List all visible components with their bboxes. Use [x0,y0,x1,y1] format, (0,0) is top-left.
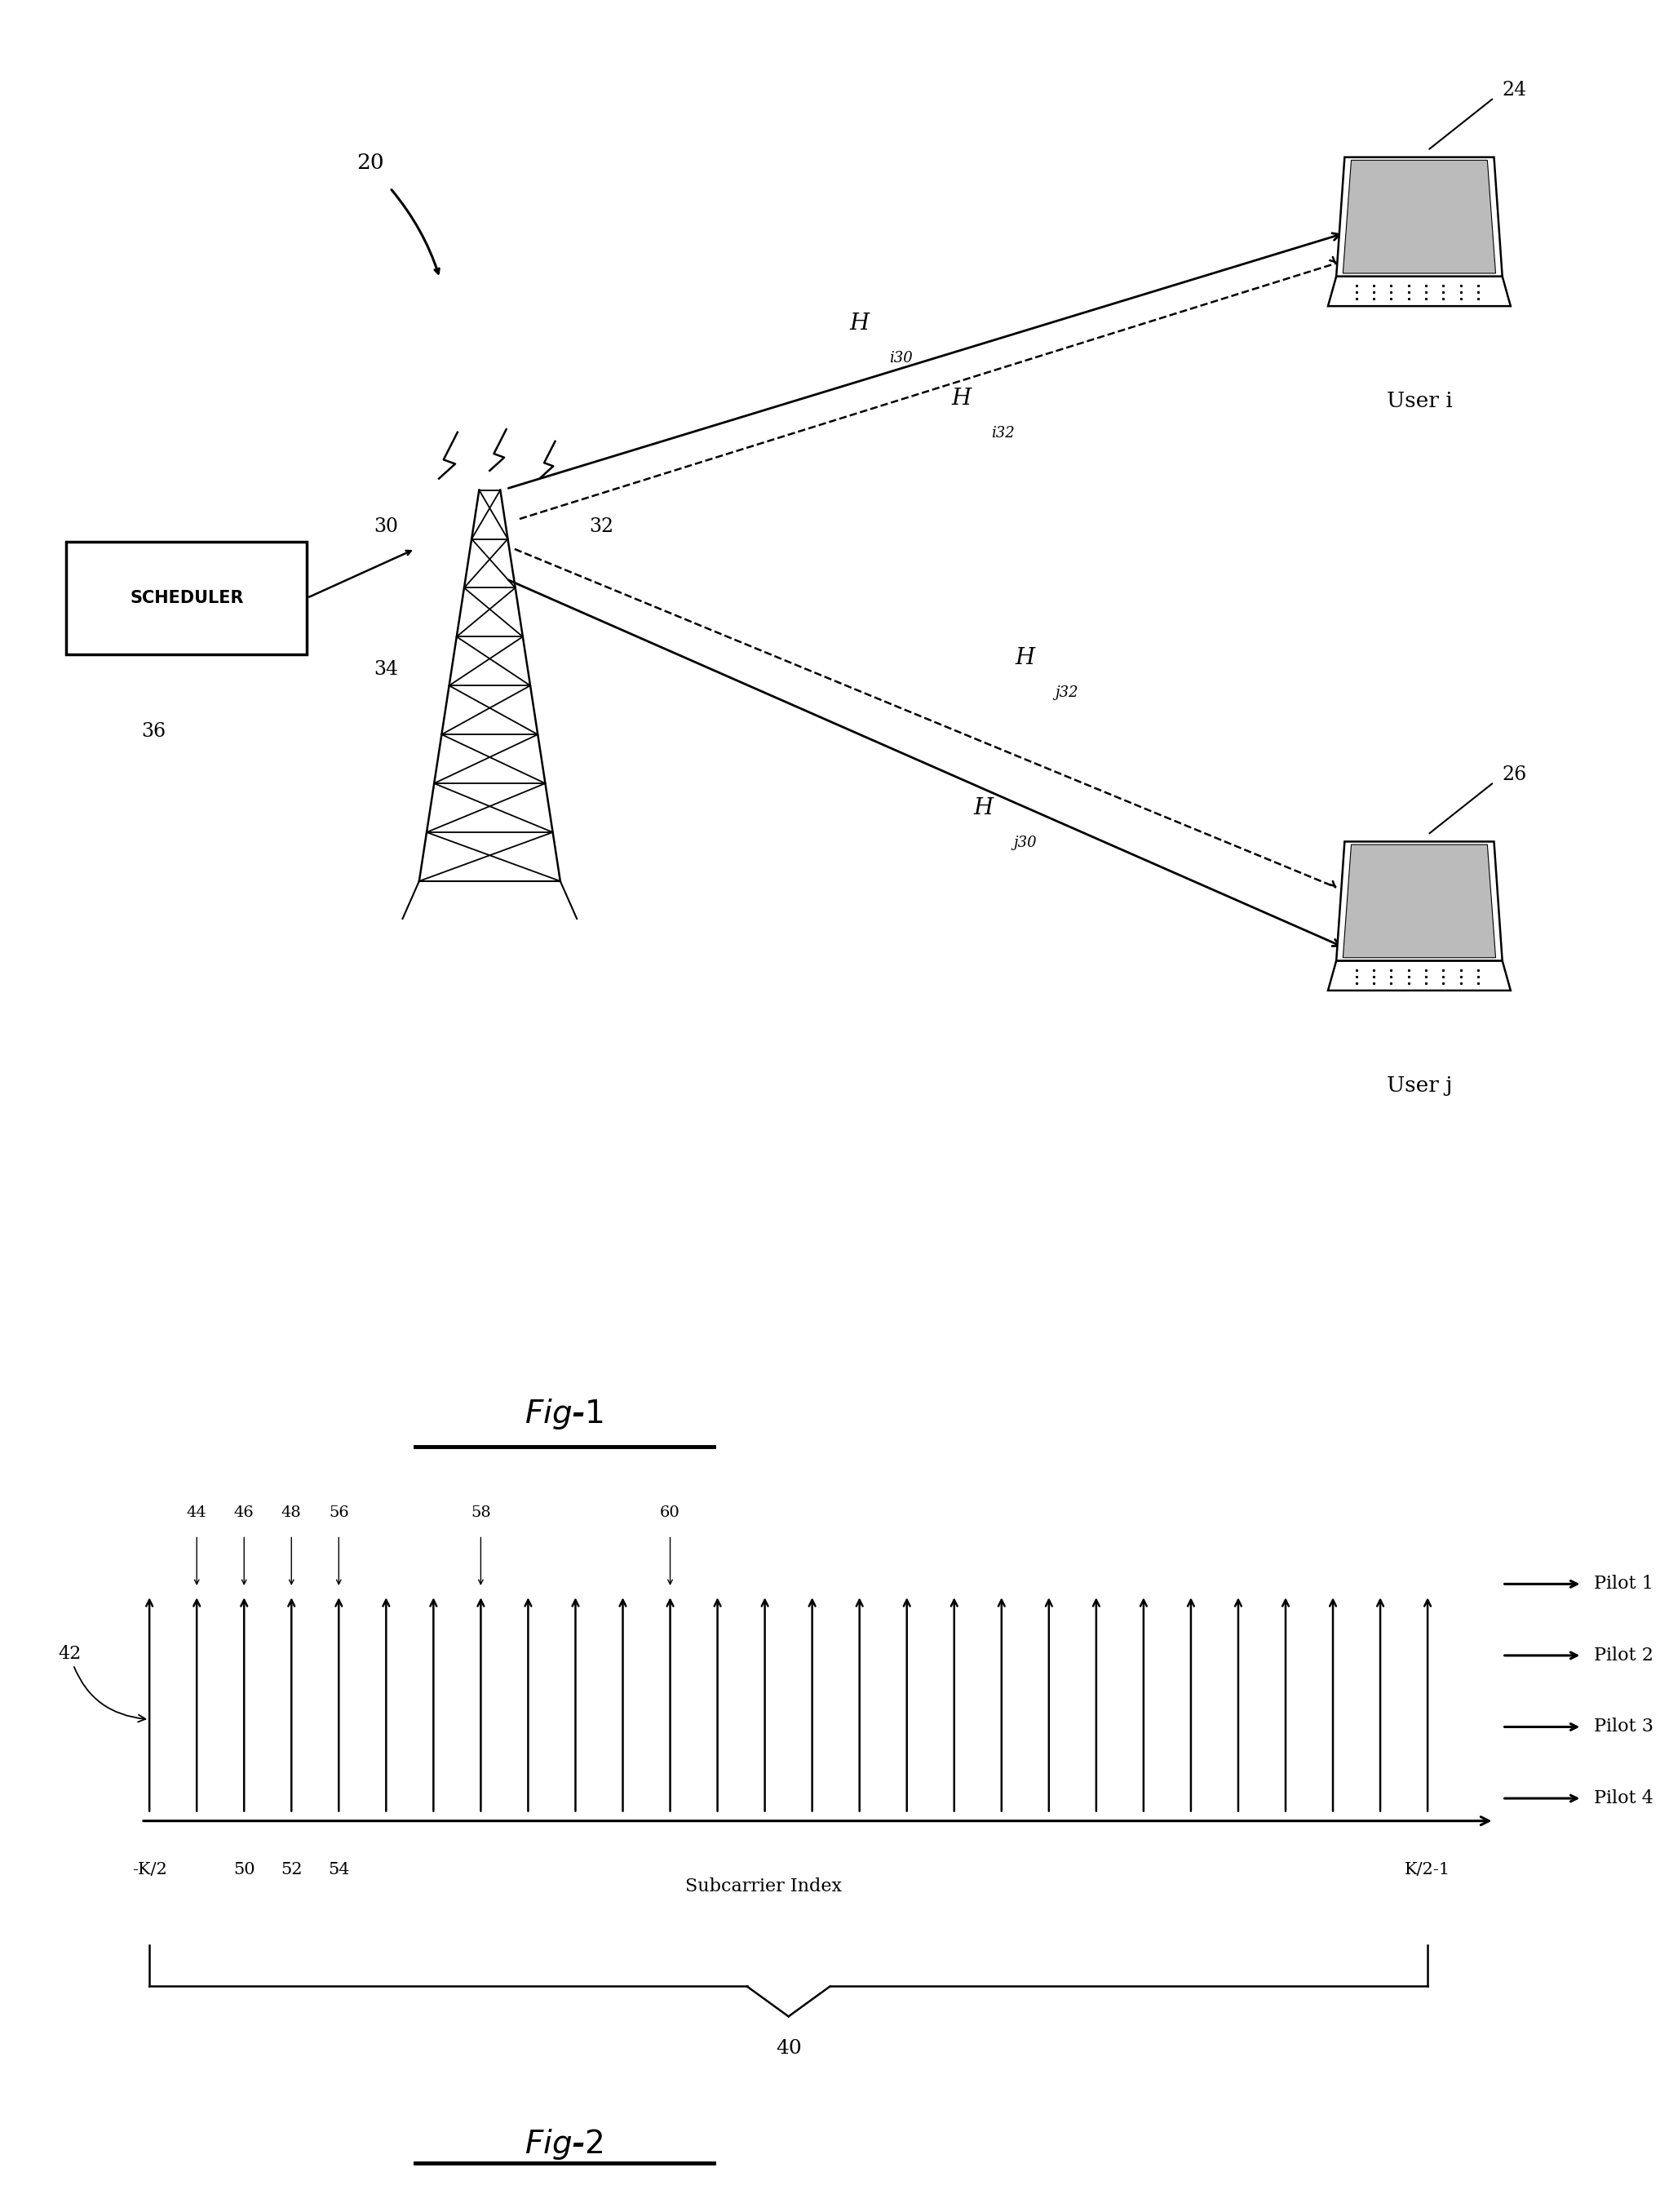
Text: H: H [974,799,993,818]
Text: H: H [850,312,868,334]
FancyBboxPatch shape [66,542,307,655]
Text: Pilot 2: Pilot 2 [1594,1646,1653,1663]
Text: 52: 52 [281,1863,302,1878]
Text: 44: 44 [186,1506,208,1520]
Text: $\mathit{Fig}$-$2$: $\mathit{Fig}$-$2$ [525,2128,604,2161]
Text: 36: 36 [141,721,166,741]
Text: 40: 40 [775,2039,802,2057]
Polygon shape [1336,157,1502,276]
Text: i32: i32 [991,425,1014,440]
Text: 50: 50 [232,1863,256,1878]
Text: User i: User i [1386,392,1452,411]
Text: Pilot 4: Pilot 4 [1594,1790,1653,1807]
Text: User j: User j [1386,1075,1452,1095]
Text: SCHEDULER: SCHEDULER [129,591,244,606]
Text: H: H [951,387,971,409]
Text: 20: 20 [357,153,385,173]
Text: 32: 32 [589,518,614,535]
Text: 58: 58 [471,1506,491,1520]
Text: 42: 42 [58,1644,146,1721]
Text: 34: 34 [374,659,398,679]
Polygon shape [1343,159,1496,274]
Text: Pilot 1: Pilot 1 [1594,1575,1653,1593]
Text: 56: 56 [329,1506,349,1520]
Text: 46: 46 [234,1506,254,1520]
Text: 26: 26 [1502,765,1527,783]
Text: 24: 24 [1502,82,1527,100]
Text: -K/2: -K/2 [131,1863,168,1878]
Polygon shape [1343,845,1496,958]
Text: j32: j32 [1056,686,1079,699]
Text: j30: j30 [1014,836,1038,849]
Text: K/2-1: K/2-1 [1404,1863,1451,1878]
Polygon shape [1328,960,1511,991]
Text: $\mathit{Fig}$-$1$: $\mathit{Fig}$-$1$ [525,1396,604,1431]
Text: 30: 30 [374,518,398,535]
Text: i30: i30 [890,349,913,365]
Text: Pilot 3: Pilot 3 [1594,1719,1653,1736]
Polygon shape [1328,276,1511,305]
Text: 60: 60 [661,1506,681,1520]
Text: 48: 48 [281,1506,302,1520]
Text: 54: 54 [329,1863,350,1878]
Text: Subcarrier Index: Subcarrier Index [686,1878,842,1896]
Text: H: H [1016,648,1034,668]
Polygon shape [1336,841,1502,960]
